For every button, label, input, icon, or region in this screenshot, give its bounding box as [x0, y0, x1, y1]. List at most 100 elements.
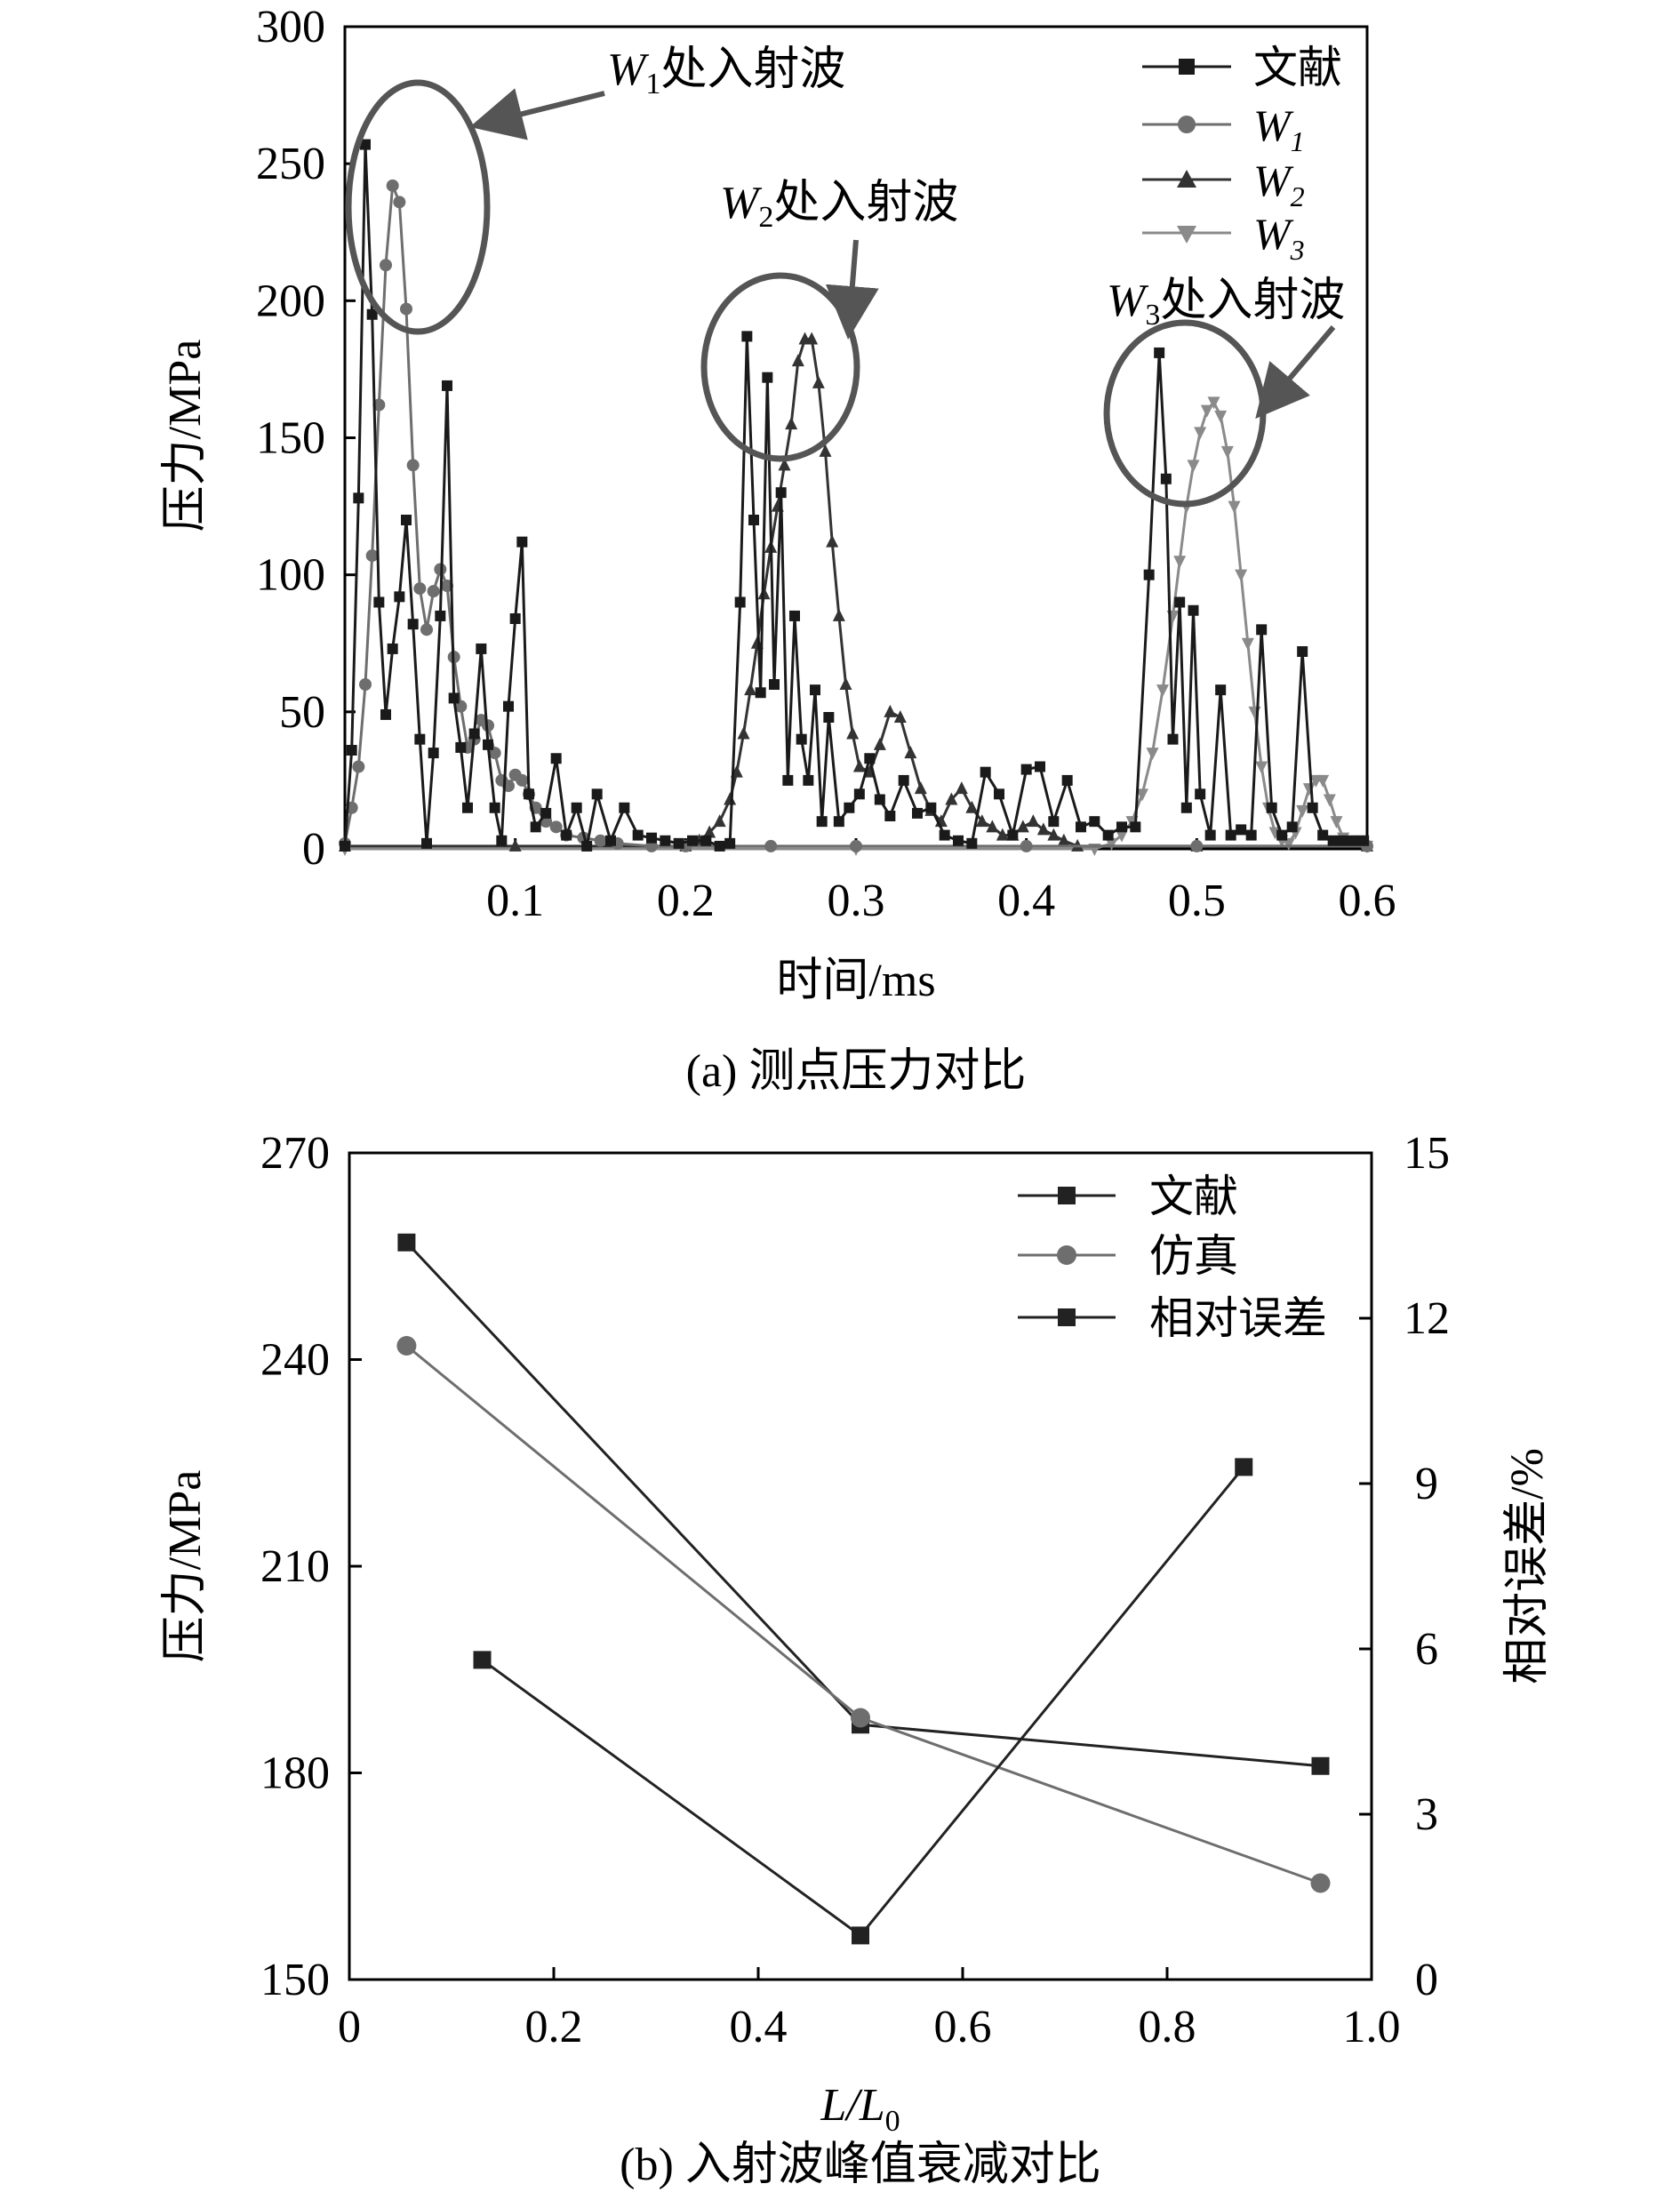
chart-a-point — [365, 549, 379, 563]
chart-a-point — [1256, 624, 1268, 636]
chart-b-xtick-label: 0 — [338, 2002, 361, 2052]
chart-a-plot-frame — [343, 25, 1369, 851]
chart-a-point — [1048, 816, 1060, 828]
chart-a-point — [1276, 829, 1288, 841]
chart-a-ytick-label: 200 — [256, 276, 325, 326]
chart-a-point — [1190, 839, 1204, 852]
legend-a-label-w3: W3 — [1253, 209, 1305, 266]
chart-a-series-group — [339, 139, 1373, 856]
chart-a-point — [1007, 829, 1019, 841]
chart-b-xtick-label: 0.2 — [525, 2002, 583, 2052]
chart-a-point — [1047, 828, 1060, 841]
chart-a-point — [914, 781, 927, 795]
chart-a-point — [489, 802, 500, 813]
chart-b-xtick-label: 1.0 — [1343, 2002, 1401, 2052]
legend-b-item-sim: 仿真 — [1018, 1231, 1238, 1281]
chart-a-point — [448, 692, 460, 704]
chart-a-point — [775, 487, 787, 499]
chart-a-point — [1156, 684, 1169, 698]
chart-a-point — [1130, 821, 1141, 833]
chart-a-point — [1215, 684, 1227, 696]
chart-a-point — [810, 684, 820, 696]
chart-a-point — [945, 792, 958, 805]
chart-a-point — [744, 683, 757, 696]
chart-a-point — [571, 802, 582, 813]
chart-a-point — [1307, 802, 1318, 813]
legend-a-label-w1: W1 — [1253, 100, 1305, 157]
chart-a-point — [435, 610, 446, 621]
chart-b-caption: (b) 入射波峰值衰减对比 — [620, 2140, 1101, 2190]
chart-a-point — [1194, 427, 1207, 440]
chart-b-series-group — [396, 1233, 1331, 1945]
chart-a-point — [455, 741, 467, 753]
chart-a-point — [1089, 816, 1100, 828]
chart-a-point — [734, 596, 746, 608]
chart-a-point — [1027, 814, 1040, 828]
chart-b-series-1 — [396, 1336, 1331, 1893]
chart-a-point — [530, 821, 541, 833]
chart-a: 0.1 0.2 0.3 0.4 0.5 0.6 0 50 100 150 200 250 300 压力/… — [160, 2, 1396, 1097]
chart-a-point — [823, 712, 835, 723]
chart-a-point — [406, 459, 420, 472]
chart-a-point — [884, 704, 897, 717]
chart-a-point — [550, 753, 562, 764]
chart-a-ylabel: 压力/MPa — [160, 340, 211, 532]
chart-a-point — [1020, 764, 1032, 775]
chart-a-xtick-label: 0.2 — [657, 876, 715, 926]
chart-a-point — [713, 814, 726, 828]
chart-a-point — [428, 748, 439, 759]
chart-a-point — [803, 774, 814, 786]
legend-b-label-err: 相对误差 — [1149, 1293, 1327, 1343]
chart-a-point — [700, 835, 712, 846]
legend-a-label-ref: 文献 — [1253, 43, 1342, 92]
legend-a-item-w3: W3 — [1142, 209, 1305, 266]
chart-a-xlabel: 时间/ms — [776, 956, 935, 1006]
chart-b-point — [1235, 1458, 1253, 1476]
chart-a-point — [1316, 774, 1330, 788]
chart-a-point — [769, 679, 780, 690]
chart-a-point — [1143, 569, 1155, 580]
chart-b-series-line-2 — [481, 1466, 1245, 1938]
chart-a-point — [703, 825, 716, 838]
chart-a-point — [724, 837, 736, 849]
chart-a-point — [1180, 802, 1192, 813]
chart-a-point — [874, 794, 885, 805]
legend-b-label-ref: 文献 — [1149, 1172, 1238, 1221]
chart-b-ytick-label: 210 — [260, 1541, 330, 1592]
chart-a-point — [386, 179, 399, 192]
chart-a-caption: (a) 测点压力对比 — [686, 1046, 1027, 1097]
chart-a-point — [844, 802, 855, 813]
chart-a-point — [748, 515, 759, 525]
chart-a-point — [483, 739, 493, 750]
chart-a-point — [401, 515, 412, 525]
chart-a-point — [1297, 646, 1308, 657]
chart-a-point — [755, 687, 766, 699]
chart-a-point — [785, 417, 798, 430]
chart-b-y2tick-label: 3 — [1415, 1789, 1438, 1840]
chart-a-point — [741, 331, 753, 342]
chart-a-point — [826, 534, 839, 548]
chart-a-point — [1167, 733, 1179, 745]
chart-a-point — [1245, 829, 1257, 841]
annotation-label-w2: W2处入射波 — [720, 178, 958, 234]
chart-a-point — [996, 828, 1009, 841]
chart-a-ytick-label: 300 — [256, 2, 325, 52]
chart-a-point — [789, 610, 800, 621]
chart-a-point — [673, 837, 684, 849]
chart-b-point — [473, 1651, 492, 1669]
chart-a-point — [516, 536, 528, 548]
chart-a-point — [581, 840, 593, 852]
chart-a-point — [912, 807, 923, 819]
chart-a-point — [764, 839, 778, 852]
chart-a-point — [434, 563, 447, 576]
chart-a-point — [812, 375, 825, 388]
chart-a-point — [340, 840, 350, 852]
chart-a-point — [414, 733, 426, 745]
chart-a-xtick-label: 0.6 — [1339, 876, 1396, 926]
chart-a-point — [353, 492, 364, 504]
chart-a-point — [1220, 445, 1234, 459]
chart-b-point — [852, 1926, 869, 1945]
chart-a-point — [782, 774, 794, 786]
chart-b-ticks: 0 0.2 0.4 0.6 0.8 1.0 150 180 210 240 270 0 3 6 9 12 15 — [260, 1128, 1450, 2052]
chart-a-point — [540, 807, 552, 819]
